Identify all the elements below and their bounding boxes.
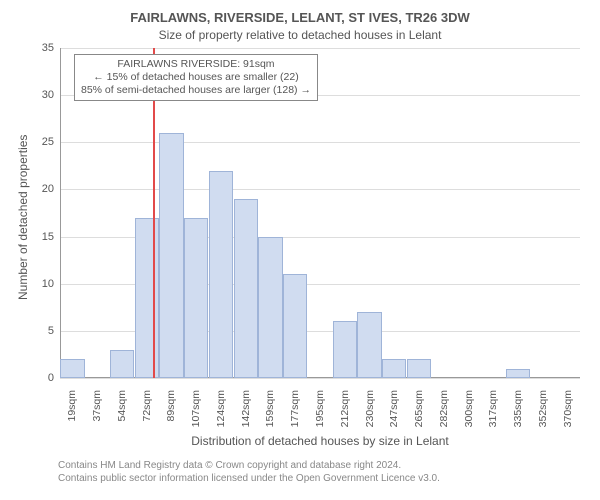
- y-tick-label: 30: [30, 89, 54, 101]
- x-tick-label: 352sqm: [537, 390, 549, 444]
- histogram-bar: [159, 133, 183, 378]
- x-tick-label: 107sqm: [190, 390, 202, 444]
- x-tick-label: 282sqm: [438, 390, 450, 444]
- y-tick-label: 5: [30, 325, 54, 337]
- annotation-line: 85% of semi-detached houses are larger (…: [81, 84, 311, 97]
- x-tick-label: 124sqm: [215, 390, 227, 444]
- x-tick-label: 37sqm: [91, 390, 103, 444]
- x-tick-label: 195sqm: [314, 390, 326, 444]
- x-tick-label: 370sqm: [562, 390, 574, 444]
- x-tick-label: 19sqm: [66, 390, 78, 444]
- histogram-bar: [283, 274, 307, 378]
- x-tick-label: 212sqm: [339, 390, 351, 444]
- y-tick-label: 0: [30, 372, 54, 384]
- x-tick-label: 300sqm: [463, 390, 475, 444]
- histogram-bar: [357, 312, 381, 378]
- y-tick-label: 15: [30, 231, 54, 243]
- x-tick-label: 230sqm: [364, 390, 376, 444]
- histogram-bar: [184, 218, 208, 378]
- histogram-bar: [209, 171, 233, 378]
- footer-line-1: Contains HM Land Registry data © Crown c…: [58, 460, 401, 471]
- x-tick-label: 265sqm: [413, 390, 425, 444]
- y-gridline: [60, 378, 580, 379]
- y-tick-label: 35: [30, 42, 54, 54]
- x-tick-label: 159sqm: [264, 390, 276, 444]
- histogram-bar: [135, 218, 159, 378]
- x-tick-label: 54sqm: [116, 390, 128, 444]
- property-size-histogram: FAIRLAWNS, RIVERSIDE, LELANT, ST IVES, T…: [0, 0, 600, 500]
- x-tick-label: 142sqm: [240, 390, 252, 444]
- histogram-bar: [407, 359, 431, 378]
- data-attribution-footer: Contains HM Land Registry data © Crown c…: [58, 460, 440, 485]
- x-tick-label: 335sqm: [512, 390, 524, 444]
- annotation-title: FAIRLAWNS RIVERSIDE: 91sqm: [81, 58, 311, 71]
- histogram-bar: [506, 369, 530, 378]
- y-axis-line: [60, 48, 61, 378]
- y-gridline: [60, 189, 580, 190]
- x-tick-label: 177sqm: [289, 390, 301, 444]
- property-annotation-box: FAIRLAWNS RIVERSIDE: 91sqm← 15% of detac…: [74, 54, 318, 101]
- histogram-bar: [333, 321, 357, 378]
- histogram-bar: [110, 350, 134, 378]
- x-tick-label: 89sqm: [165, 390, 177, 444]
- y-gridline: [60, 142, 580, 143]
- x-tick-label: 247sqm: [388, 390, 400, 444]
- y-tick-label: 25: [30, 136, 54, 148]
- x-tick-label: 317sqm: [487, 390, 499, 444]
- histogram-bar: [60, 359, 84, 378]
- histogram-bar: [234, 199, 258, 378]
- chart-subtitle: Size of property relative to detached ho…: [0, 28, 600, 42]
- chart-title: FAIRLAWNS, RIVERSIDE, LELANT, ST IVES, T…: [0, 10, 600, 25]
- x-tick-label: 72sqm: [141, 390, 153, 444]
- histogram-bar: [382, 359, 406, 378]
- y-gridline: [60, 48, 580, 49]
- annotation-line: ← 15% of detached houses are smaller (22…: [81, 71, 311, 84]
- y-axis-label: Number of detached properties: [16, 135, 30, 300]
- histogram-bar: [258, 237, 282, 378]
- footer-line-2: Contains public sector information licen…: [58, 473, 440, 484]
- y-tick-label: 10: [30, 278, 54, 290]
- y-tick-label: 20: [30, 183, 54, 195]
